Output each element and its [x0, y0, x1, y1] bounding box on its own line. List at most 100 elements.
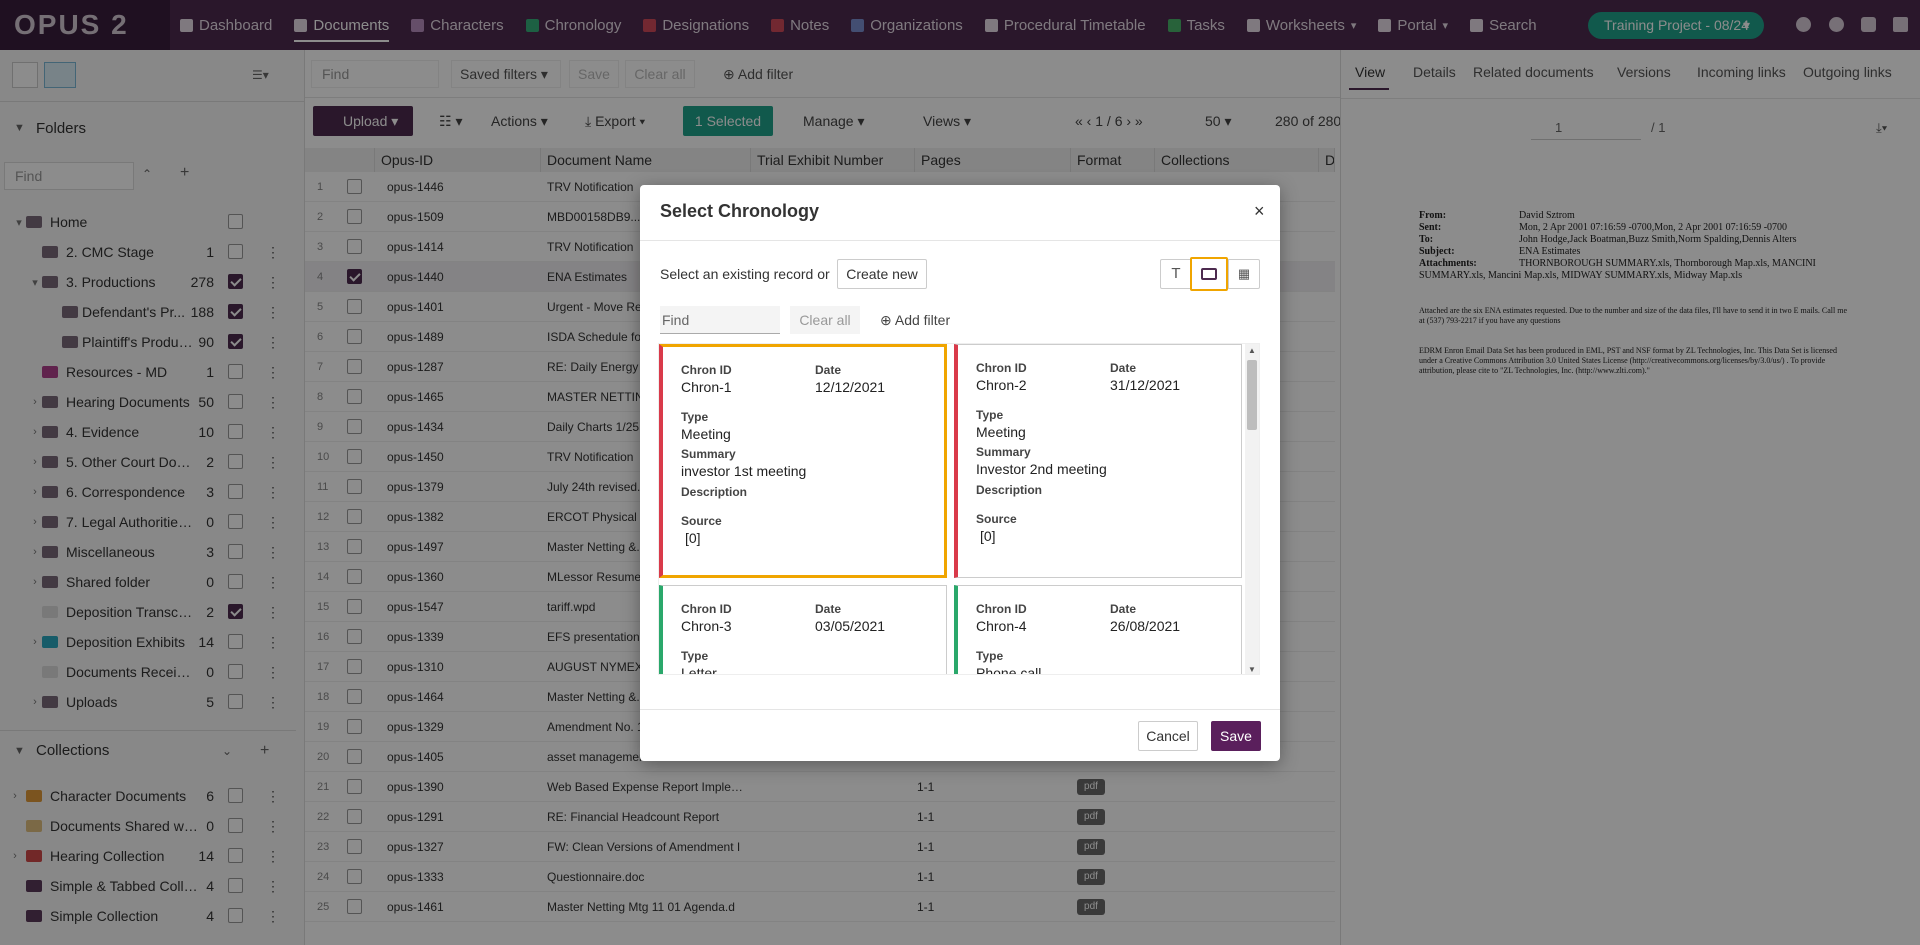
- row-checkbox[interactable]: [347, 449, 362, 464]
- row-checkbox[interactable]: [347, 809, 362, 824]
- column-header[interactable]: Collections: [1155, 148, 1319, 172]
- column-header[interactable]: Document Name: [541, 148, 751, 172]
- folder-item[interactable]: › Uploads 5 ⋮: [0, 687, 296, 717]
- tab-details[interactable]: Details: [1413, 64, 1456, 80]
- collection-item[interactable]: Simple & Tabbed Collec... 4 ⋮: [0, 871, 296, 901]
- chevron-down-icon[interactable]: ▾: [32, 276, 38, 289]
- row-checkbox[interactable]: [347, 719, 362, 734]
- row-checkbox[interactable]: [347, 689, 362, 704]
- table-row[interactable]: 24 opus-1333 Questionnaire.doc 1-1 pdf: [305, 862, 1335, 892]
- collapse-all-icon[interactable]: ⌃: [142, 167, 153, 181]
- logo[interactable]: OPUS 2: [0, 0, 170, 50]
- collection-item[interactable]: Simple Collection 4 ⋮: [0, 901, 296, 931]
- column-options-button[interactable]: ☷ ▾: [439, 113, 463, 129]
- column-header[interactable]: Pages: [915, 148, 1071, 172]
- column-header[interactable]: Trial Exhibit Number: [751, 148, 915, 172]
- folder-item[interactable]: › 4. Evidence 10 ⋮: [0, 417, 296, 447]
- folder-checkbox[interactable]: [228, 454, 243, 469]
- folder-item[interactable]: › 7. Legal Authorities a... 0 ⋮: [0, 507, 296, 537]
- help-icon[interactable]: [1796, 17, 1811, 32]
- close-icon[interactable]: ×: [1254, 201, 1265, 221]
- bell-icon[interactable]: [1861, 17, 1876, 32]
- collapse-all-icon[interactable]: ⌄: [222, 743, 233, 758]
- download-icon[interactable]: ⤓▾: [1876, 120, 1888, 135]
- tree-view-icon[interactable]: [12, 62, 38, 88]
- tab-versions[interactable]: Versions: [1617, 64, 1671, 80]
- tab-related-documents[interactable]: Related documents: [1473, 64, 1594, 80]
- folder-item[interactable]: › Hearing Documents 50 ⋮: [0, 387, 296, 417]
- create-new-button[interactable]: Create new: [837, 259, 927, 289]
- folder-checkbox[interactable]: [228, 394, 243, 409]
- nav-organizations[interactable]: Organizations: [851, 0, 963, 50]
- chevron-right-icon[interactable]: ›: [33, 516, 37, 528]
- column-header[interactable]: Format: [1071, 148, 1155, 172]
- chevron-down-icon[interactable]: ▾: [16, 216, 22, 229]
- chronology-card[interactable]: Chron ID Chron-2 Date 31/12/2021 Type Meeting…: [954, 344, 1242, 578]
- collections-header[interactable]: ▼ Collections ⌄ +: [0, 730, 296, 770]
- folder-item[interactable]: Deposition Transcripts 2 ⋮: [0, 597, 296, 627]
- chevron-right-icon[interactable]: ›: [33, 486, 37, 498]
- actions-menu[interactable]: Actions ▾: [491, 113, 548, 129]
- chevron-right-icon[interactable]: ›: [33, 696, 37, 708]
- row-checkbox[interactable]: [347, 899, 362, 914]
- export-menu[interactable]: ⤓ Export ▾: [585, 113, 646, 129]
- add-collection-icon[interactable]: +: [260, 741, 270, 759]
- row-checkbox[interactable]: [347, 509, 362, 524]
- row-checkbox[interactable]: [347, 419, 362, 434]
- cancel-button[interactable]: Cancel: [1138, 721, 1198, 751]
- upload-button[interactable]: Upload ▾: [313, 106, 413, 136]
- row-checkbox[interactable]: [347, 749, 362, 764]
- nav-documents[interactable]: Documents: [294, 0, 389, 50]
- collection-checkbox[interactable]: [228, 908, 243, 923]
- folder-checkbox[interactable]: [228, 364, 243, 379]
- folder-checkbox[interactable]: [228, 604, 243, 619]
- column-header[interactable]: Opus-ID: [375, 148, 541, 172]
- nav-portal[interactable]: Portal ▾: [1378, 0, 1448, 50]
- row-checkbox[interactable]: [347, 659, 362, 674]
- folder-item[interactable]: Documents Received...0⋮: [0, 657, 296, 687]
- chronology-card[interactable]: Chron ID Chron-3 Date 03/05/2021 Type Letter: [659, 585, 947, 674]
- nav-notes[interactable]: Notes: [771, 0, 829, 50]
- folder-item[interactable]: Plaintiff's Produc... 90 ⋮: [0, 327, 296, 357]
- chronology-card[interactable]: Chron ID Chron-1 Date 12/12/2021 Type Meeting…: [659, 344, 947, 578]
- add-filter-button[interactable]: ⊕ Add filter: [880, 312, 951, 328]
- scroll-down-icon[interactable]: ▼: [1248, 665, 1256, 674]
- collection-item[interactable]: › Hearing Collection 14 ⋮: [0, 841, 296, 871]
- table-row[interactable]: 23 opus-1327 FW: Clean Versions of Amendme…: [305, 832, 1335, 862]
- clear-all-button[interactable]: Clear all: [625, 60, 695, 88]
- viewer-page-input[interactable]: 1: [1531, 116, 1641, 140]
- add-filter-button[interactable]: ⊕ Add filter: [723, 66, 794, 82]
- folder-item[interactable]: › Shared folder 0 ⋮: [0, 567, 296, 597]
- folder-checkbox[interactable]: [228, 334, 243, 349]
- nav-chronology[interactable]: Chronology: [525, 0, 621, 50]
- folder-item[interactable]: 2. CMC Stage 1 ⋮: [0, 237, 296, 267]
- row-checkbox[interactable]: [347, 359, 362, 374]
- list-view-icon[interactable]: [44, 62, 76, 88]
- collection-checkbox[interactable]: [228, 788, 243, 803]
- collection-checkbox[interactable]: [228, 818, 243, 833]
- folder-checkbox[interactable]: [228, 244, 243, 259]
- collection-checkbox[interactable]: [228, 878, 243, 893]
- row-checkbox[interactable]: [347, 839, 362, 854]
- scrollbar[interactable]: ▲ ▼: [1245, 344, 1259, 674]
- column-header[interactable]: D: [1319, 148, 1335, 172]
- row-checkbox[interactable]: [347, 569, 362, 584]
- save-filter-button[interactable]: Save: [569, 60, 619, 88]
- collection-item[interactable]: › Character Documents 6 ⋮: [0, 781, 296, 811]
- folder-checkbox[interactable]: [228, 544, 243, 559]
- folder-checkbox[interactable]: [228, 484, 243, 499]
- chevron-right-icon[interactable]: ›: [33, 546, 37, 558]
- folder-item[interactable]: ▾ 3. Productions 278 ⋮: [0, 267, 296, 297]
- row-checkbox[interactable]: [347, 299, 362, 314]
- row-checkbox[interactable]: [347, 209, 362, 224]
- chevron-right-icon[interactable]: ›: [13, 790, 17, 802]
- scroll-up-icon[interactable]: ▲: [1248, 346, 1256, 355]
- folder-checkbox[interactable]: [228, 634, 243, 649]
- folders-header[interactable]: ▼ Folders: [0, 108, 296, 148]
- chevron-right-icon[interactable]: ›: [33, 576, 37, 588]
- row-checkbox[interactable]: [347, 869, 362, 884]
- row-checkbox[interactable]: [347, 479, 362, 494]
- folder-item[interactable]: › 6. Correspondence 3 ⋮: [0, 477, 296, 507]
- row-checkbox[interactable]: [347, 629, 362, 644]
- pagination[interactable]: « ‹ 1 / 6 › »: [1075, 113, 1143, 129]
